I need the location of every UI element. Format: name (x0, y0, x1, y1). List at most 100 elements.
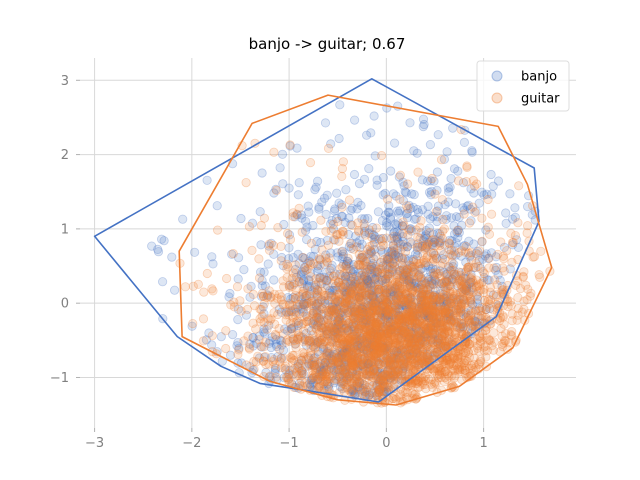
scatter-point-guitar (371, 223, 381, 233)
scatter-point-banjo (453, 233, 463, 243)
scatter-point-guitar (357, 367, 368, 377)
scatter-point-banjo (441, 286, 451, 296)
scatter-point-banjo (301, 291, 311, 301)
scatter-point-banjo (332, 305, 342, 315)
scatter-point-banjo (349, 385, 359, 395)
scatter-point-banjo (207, 252, 217, 262)
scatter-point-banjo (372, 267, 382, 277)
scatter-point-banjo (386, 166, 396, 176)
scatter-point-banjo (233, 274, 243, 284)
scatter-point-banjo (423, 325, 434, 336)
scatter-point-guitar (188, 318, 198, 329)
scatter-point-banjo (446, 213, 456, 223)
scatter-point-banjo (396, 292, 406, 302)
scatter-point-banjo (501, 218, 511, 228)
scatter-point-banjo (284, 243, 294, 253)
scatter-point-guitar (268, 356, 278, 367)
scatter-point-banjo (246, 281, 256, 291)
scatter-point-banjo (304, 359, 314, 369)
scatter-point-banjo (334, 372, 344, 382)
scatter-point-banjo (457, 319, 467, 329)
y-tick-label: 0 (61, 297, 69, 312)
scatter-point-banjo (267, 332, 277, 342)
scatter-point-banjo (448, 261, 458, 272)
scatter-point-banjo (345, 376, 355, 386)
scatter-point-banjo (408, 311, 418, 321)
scatter-point-banjo (416, 272, 426, 283)
scatter-point-banjo (316, 279, 326, 289)
scatter-point-banjo (510, 203, 520, 213)
chart-title: banjo -> guitar; 0.67 (249, 35, 406, 53)
scatter-point-banjo (438, 341, 448, 351)
scatter-point-guitar (311, 323, 321, 333)
scatter-point-guitar (445, 282, 456, 292)
scatter-point-banjo (442, 321, 453, 331)
scatter-point-banjo (391, 327, 401, 337)
scatter-point-banjo (439, 154, 449, 164)
scatter-point-banjo (302, 281, 312, 291)
scatter-point-banjo (378, 261, 388, 271)
scatter-point-guitar (268, 240, 279, 251)
scatter-point-banjo (283, 254, 294, 264)
scatter-point-banjo (374, 358, 384, 369)
scatter-point-banjo (367, 269, 377, 279)
scatter-point-guitar (474, 246, 485, 256)
scatter-point-banjo (282, 326, 293, 336)
scatter-point-guitar (357, 353, 367, 364)
scatter-point-guitar (518, 272, 528, 282)
scatter-point-banjo (312, 261, 322, 271)
scatter-point-banjo (414, 302, 424, 313)
scatter-point-banjo (340, 217, 350, 227)
scatter-point-banjo (412, 309, 422, 319)
scatter-point-banjo (356, 320, 367, 331)
scatter-point-banjo (319, 379, 329, 389)
scatter-point-banjo (429, 306, 439, 317)
scatter-point-banjo (294, 258, 304, 268)
scatter-point-guitar (198, 336, 208, 346)
scatter-point-banjo (321, 250, 331, 260)
scatter-point-guitar (294, 370, 304, 381)
scatter-point-banjo (271, 339, 281, 349)
scatter-point-guitar (468, 336, 478, 346)
scatter-point-guitar (358, 346, 369, 356)
scatter-point-banjo (366, 262, 377, 272)
scatter-point-banjo (405, 203, 416, 214)
scatter-point-guitar (499, 254, 509, 264)
scatter-point-banjo (232, 341, 242, 351)
scatter-point-banjo (336, 200, 347, 210)
scatter-point-banjo (369, 111, 379, 121)
scatter-point-banjo (404, 271, 414, 282)
scatter-point-banjo (321, 365, 331, 375)
scatter-point-banjo (341, 185, 351, 195)
scatter-point-guitar (271, 372, 281, 382)
scatter-point-banjo (277, 252, 287, 263)
scatter-point-guitar (396, 347, 406, 358)
scatter-point-banjo (445, 312, 455, 322)
scatter-point-banjo (263, 291, 273, 301)
scatter-point-guitar (407, 307, 417, 318)
scatter-point-banjo (373, 375, 383, 385)
scatter-point-banjo (385, 318, 396, 328)
scatter-point-banjo (381, 306, 391, 316)
scatter-point-banjo (465, 277, 476, 287)
scatter-point-banjo (392, 354, 402, 364)
scatter-point-banjo (329, 206, 340, 216)
scatter-point-banjo (319, 259, 329, 269)
scatter-point-banjo (394, 229, 405, 239)
scatter-point-banjo (318, 323, 328, 333)
scatter-point-guitar (362, 249, 372, 259)
scatter-point-guitar (321, 326, 331, 336)
scatter-point-banjo (462, 201, 472, 211)
scatter-point-banjo (319, 193, 330, 203)
scatter-point-guitar (328, 279, 338, 289)
scatter-point-banjo (367, 290, 377, 300)
scatter-point-banjo (348, 331, 358, 341)
scatter-point-guitar (334, 307, 344, 317)
scatter-point-banjo (362, 336, 372, 347)
scatter-point-banjo (402, 303, 412, 314)
scatter-point-banjo (343, 325, 353, 336)
scatter-point-banjo (374, 377, 384, 387)
scatter-point-banjo (304, 256, 314, 266)
scatter-point-banjo (385, 318, 395, 328)
scatter-points (147, 100, 555, 408)
